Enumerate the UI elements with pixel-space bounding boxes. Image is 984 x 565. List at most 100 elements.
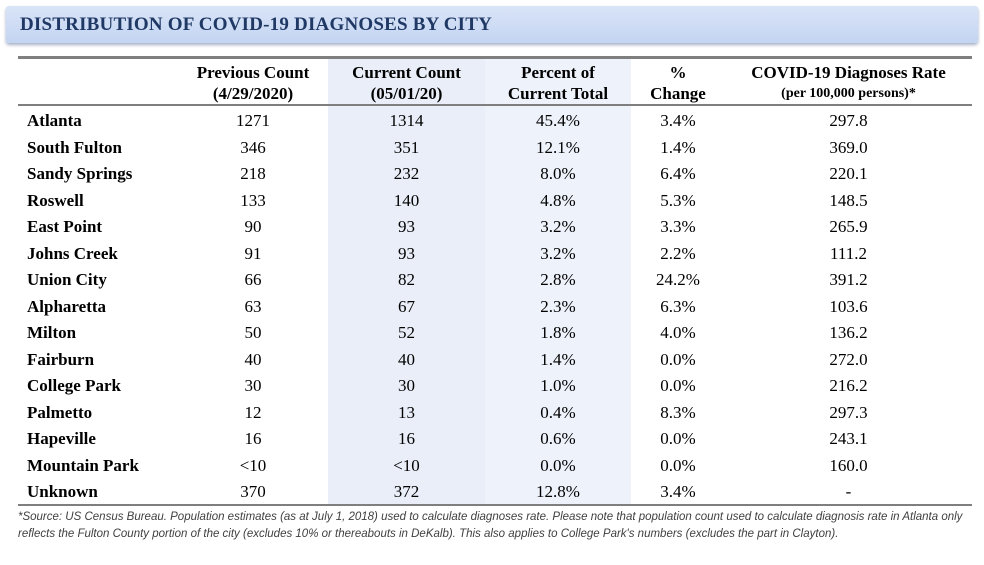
cell-chg: 0.0%: [660, 349, 696, 369]
cell-city: Sandy Springs: [27, 164, 133, 183]
header-diagnoses-rate: COVID-19 Diagnoses Rate (per 100,000 per…: [725, 62, 972, 104]
cell-cur: 1314: [389, 111, 424, 130]
cell-prev: 16: [244, 429, 262, 448]
header-percent-total-line2: Current Total: [507, 84, 609, 103]
cell-pct: 3.2%: [540, 217, 576, 236]
header-percent-total-line1: Percent of: [521, 63, 595, 82]
header-diagnoses-rate-line1: COVID-19 Diagnoses Rate: [751, 63, 946, 82]
table-row: Palmetto 12 13 0.4% 8.3% 297.3: [18, 400, 972, 426]
cell-pct: 0.4%: [540, 402, 576, 422]
cell-chg: 0.0%: [660, 429, 696, 448]
cell-city: Fairburn: [27, 349, 95, 369]
header-current-count-line1: Current Count: [352, 63, 461, 82]
cell-city: Roswell: [27, 190, 84, 210]
cell-pct: 0.0%: [540, 455, 576, 475]
cell-prev: 1271: [236, 111, 270, 130]
cell-city: East Point: [27, 217, 103, 236]
cell-chg: 3.4%: [660, 482, 696, 501]
cell-cur: 351: [393, 137, 420, 157]
source-footnote: *Source: US Census Bureau. Population es…: [18, 511, 963, 540]
cell-city: Atlanta: [27, 111, 82, 130]
cell-cur: 372: [393, 482, 420, 501]
cell-prev: 90: [244, 217, 262, 236]
cell-city: Johns Creek: [27, 243, 118, 263]
cell-pct: 12.1%: [536, 137, 580, 157]
cell-prev: 63: [244, 296, 262, 316]
table-row: Mountain Park <10 <10 0.0% 0.0% 160.0: [18, 453, 972, 479]
header-previous-count: Previous Count (4/29/2020): [186, 62, 320, 104]
cell-pct: 2.8%: [540, 270, 576, 289]
cell-chg: 3.3%: [660, 217, 696, 236]
cell-city: Union City: [27, 270, 107, 289]
cell-chg: 2.2%: [660, 243, 696, 263]
cell-rate: 391.2: [829, 270, 868, 289]
cell-cur: <10: [393, 455, 420, 475]
cell-prev: 30: [244, 376, 262, 395]
cell-city: College Park: [27, 376, 121, 395]
cell-city: Unknown: [27, 482, 98, 501]
table-row: Union City 66 82 2.8% 24.2% 391.2: [18, 267, 972, 293]
table-row: Roswell 133 140 4.8% 5.3% 148.5: [18, 188, 972, 214]
table-row: Atlanta 1271 1314 45.4% 3.4% 297.8: [18, 108, 972, 134]
cell-city: Hapeville: [27, 429, 96, 448]
header-current-count-line2: (05/01/20): [370, 84, 443, 103]
page-title: DISTRIBUTION OF COVID-19 DIAGNOSES BY CI…: [20, 14, 493, 35]
cell-rate: 265.9: [829, 217, 868, 236]
cell-prev: 91: [244, 243, 262, 263]
cell-rate: 220.1: [829, 164, 868, 183]
cell-cur: 67: [398, 296, 415, 316]
cell-prev: 218: [240, 164, 266, 183]
cell-cur: 30: [398, 376, 415, 395]
table-header-rule: [18, 104, 972, 106]
cell-pct: 2.3%: [540, 296, 576, 316]
cell-city: Palmetto: [27, 402, 93, 422]
table-row: Alpharetta 63 67 2.3% 6.3% 103.6: [18, 294, 972, 320]
header-percent-total: Percent of Current Total: [485, 62, 631, 104]
table-row: College Park 30 30 1.0% 0.0% 216.2: [18, 373, 972, 399]
header-previous-count-line1: Previous Count: [196, 63, 310, 82]
cell-cur: 40: [398, 349, 415, 369]
cell-cur: 232: [393, 164, 420, 183]
cell-prev: 370: [240, 482, 266, 501]
cell-chg: 3.4%: [660, 111, 696, 130]
cell-chg: 5.3%: [660, 190, 696, 210]
cell-chg: 6.4%: [660, 164, 696, 183]
cell-city: Milton: [27, 323, 77, 342]
table-row: Hapeville 16 16 0.6% 0.0% 243.1: [18, 426, 972, 452]
cell-prev: 66: [244, 270, 262, 289]
table-bottom-rule: [18, 504, 972, 506]
cell-pct: 1.8%: [540, 323, 576, 342]
cell-cur: 93: [398, 217, 415, 236]
table-row: Fairburn 40 40 1.4% 0.0% 272.0: [18, 347, 972, 373]
cell-rate: 369.0: [829, 137, 868, 157]
cell-rate: 103.6: [829, 296, 868, 316]
cell-rate: 111.2: [830, 243, 867, 263]
table-row: Johns Creek 91 93 3.2% 2.2% 111.2: [18, 241, 972, 267]
header-previous-count-line2: (4/29/2020): [212, 84, 294, 103]
cell-city: South Fulton: [27, 137, 122, 157]
header-diagnoses-rate-line2: (per 100,000 persons)*: [781, 86, 916, 101]
cell-chg: 24.2%: [656, 270, 700, 289]
table-row: Sandy Springs 218 232 8.0% 6.4% 220.1: [18, 161, 972, 187]
cell-rate: 160.0: [829, 455, 868, 475]
header-percent-change-line2: Change: [650, 84, 706, 103]
cell-chg: 1.4%: [660, 137, 696, 157]
cell-rate: 243.1: [829, 429, 868, 448]
header-current-count: Current Count (05/01/20): [328, 62, 485, 104]
cell-prev: 40: [244, 349, 262, 369]
cell-prev: 133: [240, 190, 266, 210]
cell-pct: 45.4%: [536, 111, 580, 130]
cell-pct: 1.4%: [540, 349, 576, 369]
cell-rate: 148.5: [829, 190, 868, 210]
cell-chg: 4.0%: [660, 323, 696, 342]
cell-rate: -: [845, 482, 852, 501]
cell-chg: 6.3%: [660, 296, 696, 316]
cell-prev: <10: [239, 455, 267, 475]
cell-prev: 12: [244, 402, 262, 422]
cell-pct: 3.2%: [540, 243, 576, 263]
cell-cur: 16: [398, 429, 415, 448]
header-percent-change-line1: %: [669, 63, 687, 82]
cell-pct: 12.8%: [536, 482, 580, 501]
cell-pct: 1.0%: [540, 376, 576, 395]
cell-pct: 4.8%: [540, 190, 576, 210]
